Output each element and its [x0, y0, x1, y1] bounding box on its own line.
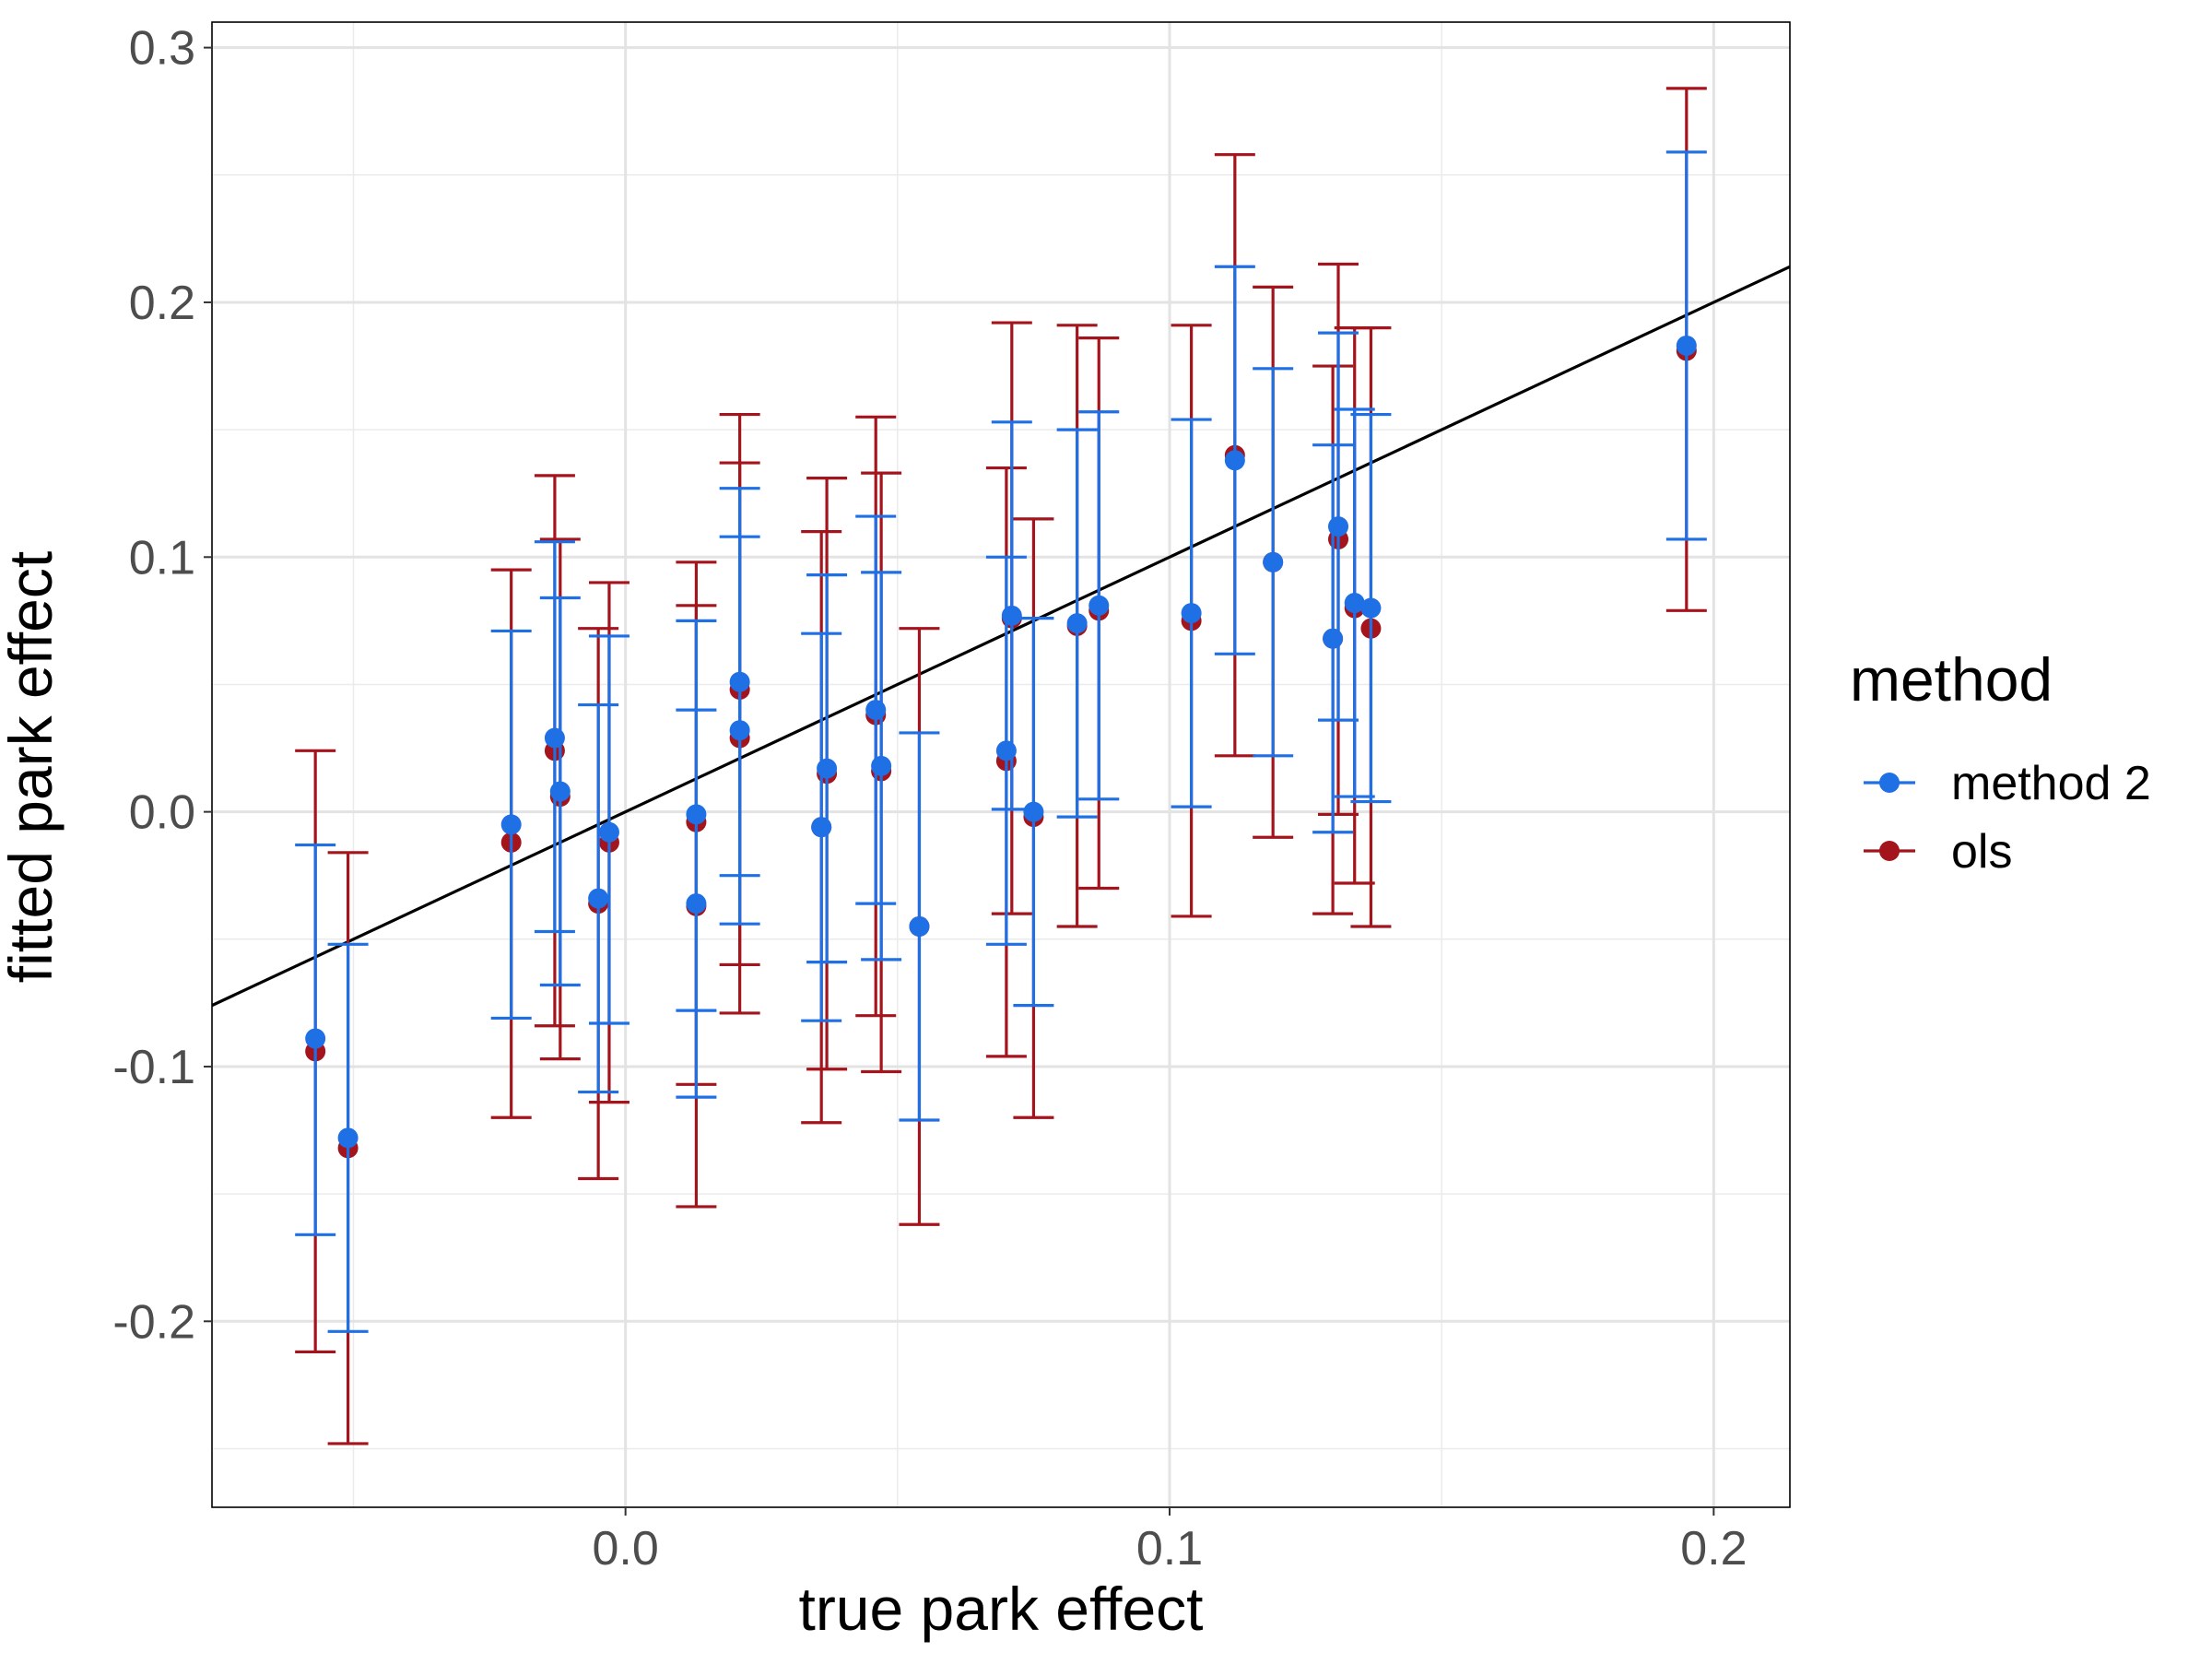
- data-point-method-2: [549, 781, 571, 802]
- data-point-method-2: [1676, 335, 1697, 356]
- axis-ticks: [204, 46, 1715, 1516]
- legend-item-ols: ols: [1864, 825, 2012, 879]
- data-point-method-2: [1088, 595, 1110, 616]
- data-point-method-2: [1066, 613, 1088, 634]
- plot-panel-border: [211, 21, 1791, 1508]
- minor-gridlines: [212, 22, 1790, 1507]
- data-point-method-2: [817, 758, 838, 779]
- reference-line: [211, 265, 1791, 1008]
- data-point-method-2: [865, 700, 887, 721]
- y-tick-label: 0.3: [129, 22, 195, 76]
- series-ols: [295, 87, 1707, 1446]
- data-point-method-2: [305, 1028, 326, 1049]
- x-tick-label: 0.1: [1136, 1522, 1203, 1575]
- legend-key-point: [1879, 841, 1900, 861]
- data-point-method-2: [729, 720, 750, 741]
- x-tick-label: 0.2: [1680, 1522, 1747, 1575]
- data-point-method-2: [1328, 516, 1349, 537]
- x-tick-labels: 0.0 0.1 0.2: [593, 1522, 1747, 1575]
- data-point-method-2: [909, 915, 930, 937]
- data-point-method-2: [1263, 551, 1284, 572]
- y-axis-title: fitted park effect: [0, 551, 65, 983]
- data-point-method-2: [686, 893, 707, 915]
- data-point-method-2: [995, 740, 1017, 761]
- y-tick-label: 0.0: [129, 786, 195, 840]
- legend-label: method 2: [1951, 757, 2151, 810]
- data-point-method-2: [1344, 593, 1365, 614]
- data-point-method-2: [588, 888, 609, 909]
- data-point-method-2: [811, 817, 832, 838]
- data-point-method-2: [1323, 628, 1344, 649]
- y-tick-label: -0.2: [112, 1295, 195, 1349]
- legend-item-method-2: method 2: [1864, 757, 2151, 810]
- reference-line-layer: [211, 265, 1791, 1008]
- data-point-method-2: [729, 671, 750, 692]
- data-point-method-2: [544, 727, 565, 749]
- data-point-method-2: [871, 755, 892, 776]
- y-tick-label: -0.1: [112, 1041, 195, 1094]
- x-tick-label: 0.0: [593, 1522, 659, 1575]
- data-point-method-2: [1181, 603, 1202, 624]
- major-gridlines: [212, 22, 1790, 1507]
- legend-label: ols: [1951, 825, 2012, 879]
- legend-items: method 2 ols: [1864, 757, 2151, 879]
- y-tick-label: 0.2: [129, 277, 195, 330]
- y-tick-label: 0.1: [129, 531, 195, 584]
- legend-key-point: [1879, 773, 1900, 793]
- x-axis-title: true park effect: [798, 1575, 1203, 1643]
- legend: method method 2 ols: [1850, 645, 2151, 879]
- data-point-method-2: [500, 814, 522, 835]
- data-point-method-2: [1360, 597, 1382, 619]
- legend-title: method: [1850, 645, 2053, 714]
- data-point-method-2: [598, 821, 619, 843]
- series-method-2: [295, 150, 1707, 1333]
- data-point-method-2: [686, 804, 707, 825]
- data-point-method-2: [1023, 801, 1044, 822]
- data-point-method-2: [1001, 605, 1022, 626]
- y-tick-labels: -0.2 -0.1 0.0 0.1 0.2 0.3: [112, 22, 195, 1350]
- data-point-method-2: [337, 1127, 359, 1149]
- data-point-method-2: [1224, 450, 1245, 471]
- series-layer: [295, 87, 1707, 1446]
